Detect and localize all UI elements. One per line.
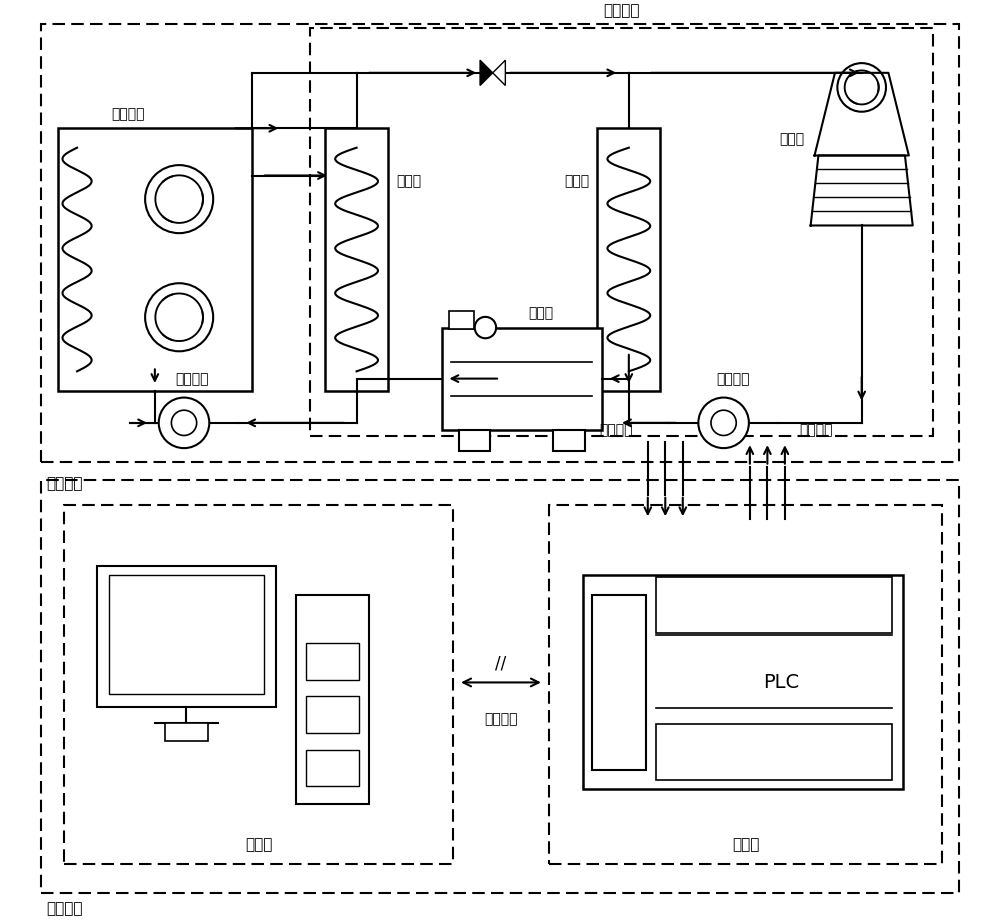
Bar xyxy=(41,24,959,461)
Text: 控制系统: 控制系统 xyxy=(46,902,82,916)
Text: 冷冻水泵: 冷冻水泵 xyxy=(175,372,209,386)
Bar xyxy=(97,565,276,706)
Text: 检测数据: 检测数据 xyxy=(600,424,633,437)
Text: 冷凝器: 冷凝器 xyxy=(564,174,589,188)
Text: 冷却塔: 冷却塔 xyxy=(780,132,805,146)
Bar xyxy=(656,577,892,634)
Text: 串口通信: 串口通信 xyxy=(484,712,518,726)
Bar xyxy=(656,724,892,780)
Text: 下位机: 下位机 xyxy=(732,837,759,853)
Text: 冷却水泵: 冷却水泵 xyxy=(717,372,750,386)
Polygon shape xyxy=(811,156,913,226)
Bar xyxy=(41,480,959,893)
Bar xyxy=(442,328,602,430)
Text: 压缩机: 压缩机 xyxy=(529,306,554,320)
Bar xyxy=(597,128,660,391)
Text: 中央空调: 中央空调 xyxy=(46,476,82,491)
Text: 上位机: 上位机 xyxy=(245,837,273,853)
Bar xyxy=(549,505,942,864)
Polygon shape xyxy=(493,60,505,86)
Bar xyxy=(583,576,903,789)
Bar xyxy=(306,750,359,787)
Circle shape xyxy=(698,398,749,449)
Text: 蜆发器: 蜆发器 xyxy=(396,174,421,188)
Bar xyxy=(306,696,359,733)
Bar xyxy=(296,595,369,804)
Bar xyxy=(165,723,208,740)
Polygon shape xyxy=(815,73,909,156)
Bar xyxy=(306,643,359,680)
Text: //: // xyxy=(495,655,507,672)
Text: 风机盘管: 风机盘管 xyxy=(111,108,145,122)
Bar xyxy=(310,29,933,437)
Bar xyxy=(449,311,474,329)
Text: 控制信号: 控制信号 xyxy=(799,424,833,437)
Bar xyxy=(64,505,453,864)
Circle shape xyxy=(159,398,209,449)
Bar xyxy=(109,575,264,694)
Bar xyxy=(58,128,252,391)
Text: PLC: PLC xyxy=(764,673,800,692)
Bar xyxy=(553,430,585,451)
Polygon shape xyxy=(480,60,493,86)
Bar xyxy=(459,430,490,451)
Text: 冷水机组: 冷水机组 xyxy=(603,4,640,18)
Bar xyxy=(325,128,388,391)
Bar xyxy=(592,595,646,770)
Circle shape xyxy=(475,317,496,338)
